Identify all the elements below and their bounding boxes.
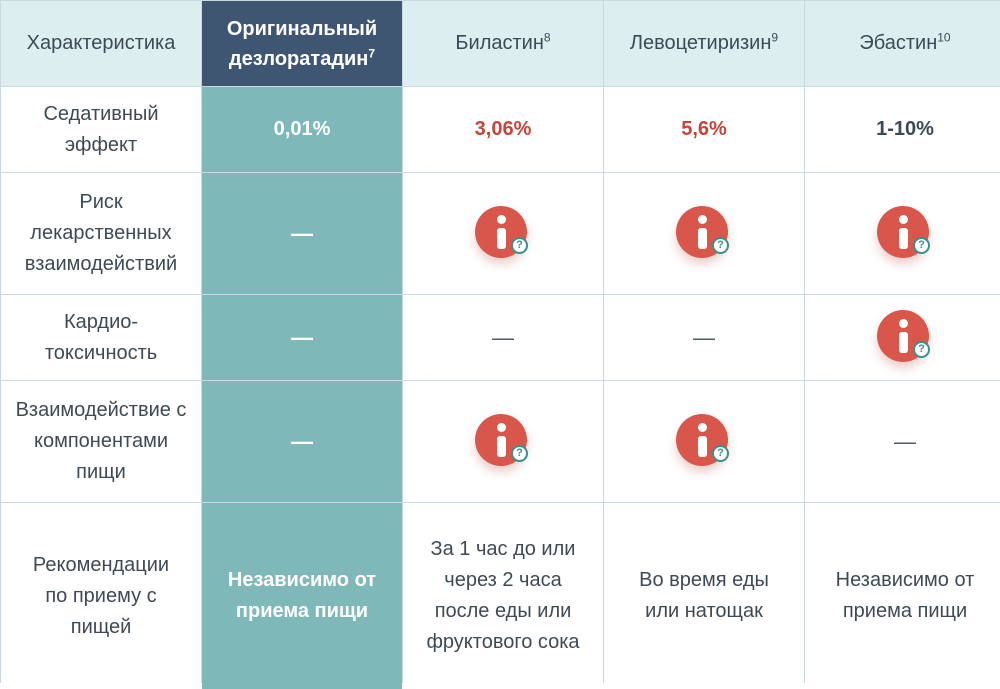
- table-cell: —: [202, 381, 402, 502]
- table-cell: ?: [805, 295, 1000, 380]
- table-cell: 0,01%: [202, 87, 402, 172]
- row-label-drug-interactions: Риск лекарственных взаимодействий: [1, 173, 201, 294]
- info-icon[interactable]: ?: [676, 205, 732, 262]
- info-icon[interactable]: ?: [676, 413, 732, 470]
- table-cell: —: [202, 295, 402, 380]
- table-cell: 3,06%: [403, 87, 603, 172]
- row-label-recommendations: Рекомендации по приему с пищей: [1, 503, 201, 689]
- row-label-food-interactions: Взаимодействие с компонентами пищи: [1, 381, 201, 502]
- table-cell: ?: [805, 173, 1000, 294]
- header-ebastine: Эбастин10: [805, 1, 1000, 86]
- question-badge-icon: ?: [913, 340, 930, 358]
- table-cell: За 1 час до или через 2 часа после еды и…: [403, 503, 603, 689]
- header-desloratadine: Оригинальный дезлоратадин7: [202, 1, 402, 86]
- table-cell: ?: [604, 173, 804, 294]
- info-icon[interactable]: ?: [475, 205, 531, 262]
- table-cell: ?: [403, 173, 603, 294]
- info-icon[interactable]: ?: [877, 309, 933, 366]
- table-cell: —: [805, 381, 1000, 502]
- header-bilastine: Биластин8: [403, 1, 603, 86]
- question-badge-icon: ?: [712, 236, 729, 254]
- row-label-cardiotoxicity: Кардио- токсичность: [1, 295, 201, 380]
- info-icon[interactable]: ?: [475, 413, 531, 470]
- question-badge-icon: ?: [511, 236, 528, 254]
- table-cell: ?: [604, 381, 804, 502]
- header-levocetirizine: Левоцетиризин9: [604, 1, 804, 86]
- table-cell: 1-10%: [805, 87, 1000, 172]
- table-cell: Независимо от приема пищи: [805, 503, 1000, 689]
- question-badge-icon: ?: [511, 444, 528, 462]
- table-cell: Независимо от приема пищи: [202, 503, 402, 689]
- table-cell: 5,6%: [604, 87, 804, 172]
- table-cell: Во время еды или натощак: [604, 503, 804, 689]
- info-icon[interactable]: ?: [877, 205, 933, 262]
- table-cell: ?: [403, 381, 603, 502]
- question-badge-icon: ?: [712, 444, 729, 462]
- header-characteristic: Характеристика: [1, 1, 201, 86]
- question-badge-icon: ?: [913, 236, 930, 254]
- table-cell: —: [604, 295, 804, 380]
- table-cell: —: [403, 295, 603, 380]
- table-cell: —: [202, 173, 402, 294]
- row-label-sedation: Седативный эффект: [1, 87, 201, 172]
